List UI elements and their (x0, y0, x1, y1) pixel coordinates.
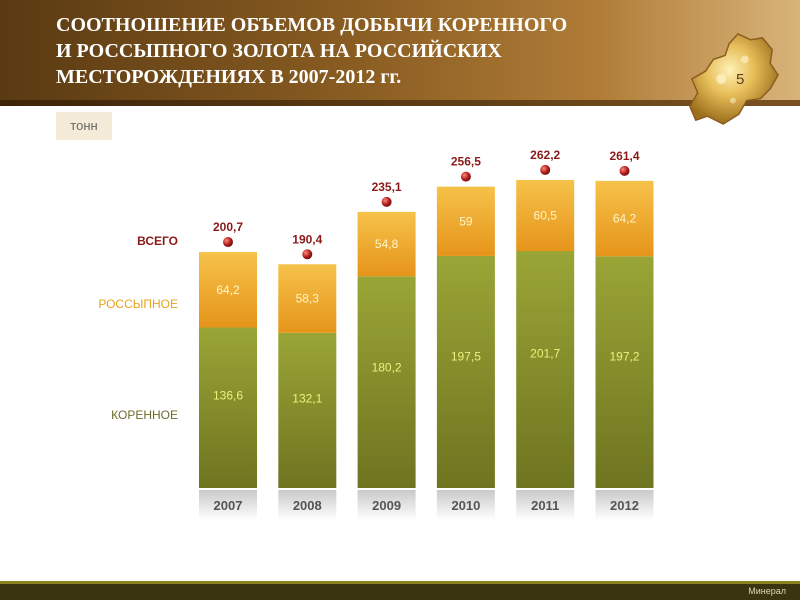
value-label-ore-2008: 132,1 (292, 392, 322, 406)
value-label-ore-2007: 136,6 (213, 389, 243, 403)
value-label-placer-2010: 59 (459, 214, 473, 228)
legend-total: ВСЕГО (137, 234, 178, 248)
value-label-ore-2012: 197,2 (609, 350, 639, 364)
title-line-1: СООТНОШЕНИЕ ОБЪЕМОВ ДОБЫЧИ КОРЕННОГО (56, 14, 568, 36)
total-marker-2007 (223, 237, 233, 248)
bar-ore-2012 (595, 256, 654, 488)
bar-placer-2010 (436, 186, 495, 256)
x-tick-label-2007: 2007 (214, 498, 243, 513)
header-banner (0, 0, 800, 100)
x-tick-label-2009: 2009 (372, 498, 401, 513)
bar-placer-2007 (199, 252, 257, 328)
total-marker-2012 (619, 165, 630, 176)
value-label-placer-2008: 58,3 (296, 292, 320, 306)
value-label-placer-2011: 60,5 (534, 208, 558, 222)
legend-ore: КОРЕННОЕ (111, 408, 178, 422)
value-label-placer-2007: 64,2 (216, 283, 240, 297)
total-label-2010: 256,5 (451, 155, 481, 169)
year-cell-2012 (595, 490, 654, 520)
value-label-ore-2010: 197,5 (451, 349, 481, 363)
bar-placer-2008 (278, 264, 337, 333)
value-label-ore-2009: 180,2 (372, 361, 402, 375)
total-marker-2011 (540, 164, 551, 175)
year-cell-2007 (199, 490, 257, 520)
total-marker-2009 (381, 196, 392, 207)
total-label-2007: 200,7 (213, 220, 243, 234)
total-marker-2010 (460, 171, 471, 182)
bar-ore-2011 (516, 251, 575, 488)
footer-label: Минерал (748, 586, 786, 596)
page-title: СООТНОШЕНИЕ ОБЪЕМОВ ДОБЫЧИ КОРЕННОГО И Р… (56, 12, 616, 90)
x-tick-label-2011: 2011 (531, 498, 559, 513)
year-cell-2009 (357, 490, 416, 520)
title-line-3: МЕСТОРОЖДЕНИЯХ В 2007-2012 гг. (56, 66, 402, 88)
bar-ore-2010 (436, 255, 495, 488)
bar-placer-2009 (357, 211, 416, 277)
bar-ore-2007 (199, 327, 257, 488)
title-line-2: И РОССЫПНОГО ЗОЛОТА НА РОССИЙСКИХ (56, 40, 502, 62)
unit-label: тонн (56, 112, 112, 140)
x-tick-label-2010: 2010 (451, 498, 480, 513)
value-label-placer-2009: 54,8 (375, 237, 399, 251)
bar-placer-2012 (595, 180, 654, 257)
total-marker-2008 (302, 249, 313, 260)
page-number: 5 (736, 71, 745, 88)
footer-bar (0, 584, 800, 600)
bar-placer-2011 (516, 179, 575, 252)
total-label-2012: 261,4 (609, 149, 639, 163)
bar-ore-2008 (278, 332, 337, 488)
footer-accent-line (0, 581, 800, 584)
header-divider (0, 100, 800, 106)
value-label-ore-2011: 201,7 (530, 347, 560, 361)
legend-placer: РОССЫПНОЕ (98, 297, 178, 311)
total-label-2008: 190,4 (292, 232, 322, 246)
x-tick-label-2008: 2008 (293, 498, 322, 513)
value-label-placer-2012: 64,2 (613, 212, 637, 226)
bar-ore-2009 (357, 276, 416, 488)
total-label-2011: 262,2 (530, 148, 560, 162)
year-cell-2008 (278, 490, 337, 520)
year-cell-2010 (436, 490, 495, 520)
x-tick-label-2012: 2012 (610, 498, 639, 513)
gold-nugget-icon (689, 33, 779, 125)
year-cell-2011 (516, 490, 575, 520)
total-label-2009: 235,1 (372, 180, 402, 194)
